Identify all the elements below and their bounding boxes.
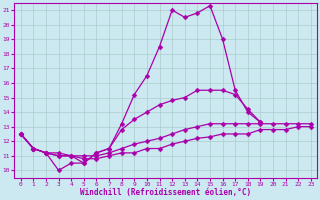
X-axis label: Windchill (Refroidissement éolien,°C): Windchill (Refroidissement éolien,°C) — [80, 188, 252, 197]
